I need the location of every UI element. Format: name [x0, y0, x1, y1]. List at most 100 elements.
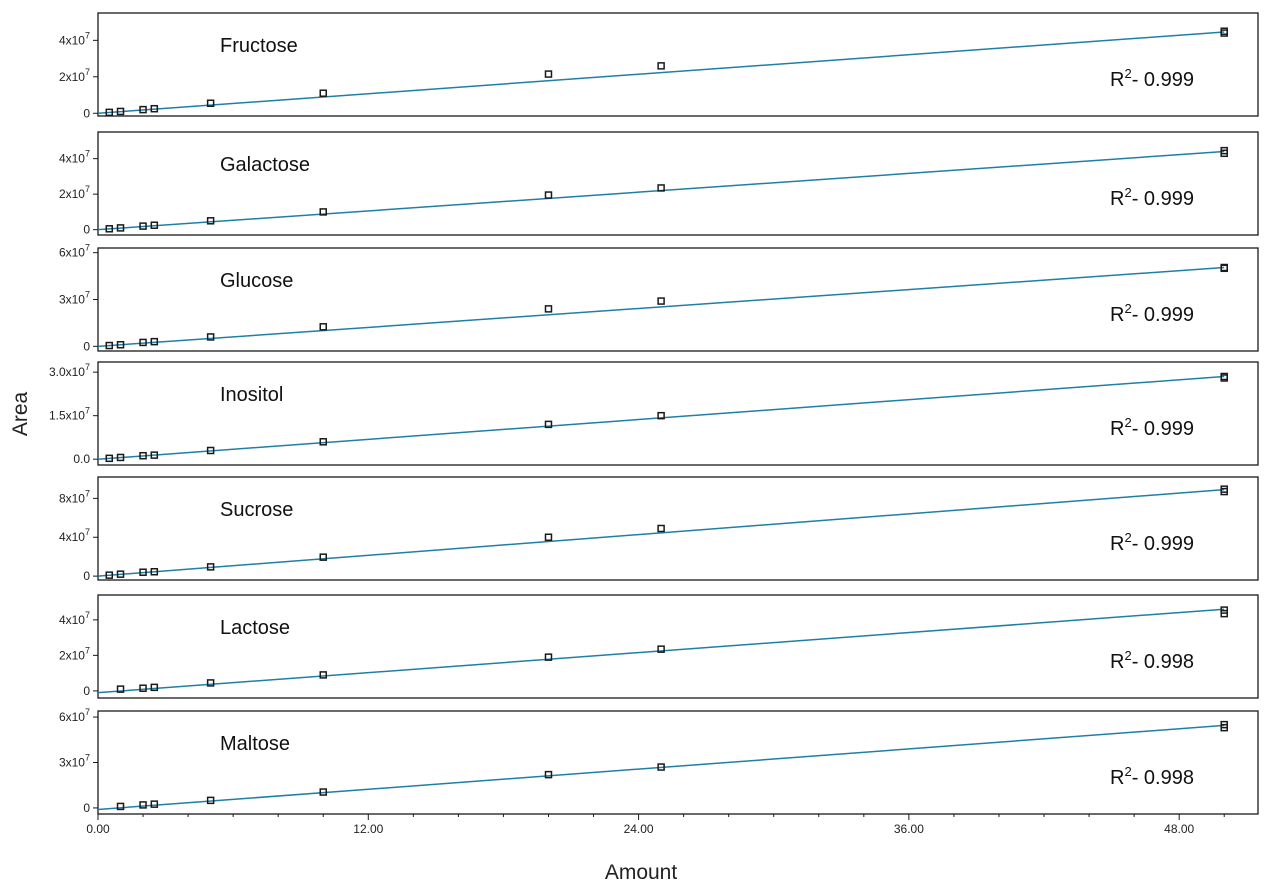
data-point — [544, 305, 553, 313]
y-tick-label: 3x107 — [59, 290, 90, 307]
r-squared-prefix: R — [1110, 69, 1124, 91]
y-tick-label-exponent: 7 — [85, 67, 90, 77]
data-point — [1220, 29, 1228, 37]
data-point — [206, 796, 215, 805]
plot-frame — [97, 247, 1259, 352]
data-point — [1220, 485, 1228, 493]
data-point — [657, 645, 665, 653]
data-point — [139, 568, 147, 576]
panel-title: Inositol — [220, 384, 283, 406]
y-tick-label-base: 0 — [83, 106, 90, 120]
r-squared-prefix: R — [1110, 188, 1124, 210]
r-squared-superscript: 2 — [1124, 415, 1131, 430]
x-axis-title: Amount — [605, 861, 678, 884]
data-point — [116, 453, 125, 462]
y-tick-label-exponent: 7 — [85, 645, 90, 655]
y-tick-label-exponent: 7 — [85, 30, 90, 40]
r-squared-value: - 0.999 — [1132, 69, 1194, 91]
y-tick-label: 4x107 — [59, 149, 90, 166]
r-squared-label: R2- 0.998 — [1110, 764, 1194, 789]
data-point — [1220, 27, 1228, 35]
data-point — [544, 653, 553, 661]
r-squared-value: - 0.999 — [1132, 418, 1194, 440]
data-point — [206, 679, 215, 687]
y-tick-label-base: 0 — [83, 801, 90, 815]
data-point — [319, 208, 327, 216]
x-tick-label: 12.00 — [353, 822, 383, 836]
y-tick-label: 0 — [83, 684, 90, 698]
data-point — [544, 533, 553, 541]
y-tick-label-base: 4x10 — [59, 152, 85, 166]
r-squared-prefix: R — [1110, 304, 1124, 326]
panel-maltose: 0 3x107 6x107 Maltose R2- 0.998 — [59, 707, 1259, 815]
data-point — [657, 62, 665, 70]
data-point — [319, 438, 327, 446]
y-tick-label-base: 4x10 — [59, 33, 85, 47]
data-point — [139, 451, 147, 460]
fit-line — [97, 608, 1225, 694]
data-point — [319, 553, 327, 561]
plot-frame — [97, 361, 1259, 466]
y-tick-label-base: 0 — [83, 569, 90, 583]
r-squared-superscript: 2 — [1124, 764, 1131, 779]
y-tick-label-exponent: 7 — [85, 610, 90, 620]
panel-title: Galactose — [220, 154, 310, 176]
data-point — [206, 99, 215, 107]
r-squared-superscript: 2 — [1124, 301, 1131, 316]
data-point — [544, 70, 553, 78]
r-squared-label: R2- 0.999 — [1110, 301, 1194, 326]
data-point — [150, 221, 159, 229]
data-point — [116, 341, 125, 349]
y-tick-label-base: 8x10 — [59, 491, 85, 505]
y-tick-label: 1.5x107 — [49, 406, 90, 423]
y-tick-label: 4x107 — [59, 30, 90, 47]
r-squared-value: - 0.999 — [1132, 533, 1194, 555]
fit-line — [97, 724, 1225, 811]
y-tick-label: 3.0x107 — [49, 362, 90, 379]
x-tick-label: 0.00 — [86, 822, 110, 836]
plot-frame — [97, 131, 1259, 236]
r-squared-prefix: R — [1110, 533, 1124, 555]
data-point — [1220, 720, 1228, 729]
y-tick-label-exponent: 7 — [85, 707, 90, 717]
y-tick-label: 8x107 — [59, 488, 90, 505]
data-point — [544, 770, 553, 779]
r-squared-label: R2- 0.999 — [1110, 530, 1194, 555]
fit-line — [97, 31, 1225, 115]
y-tick-label-base: 0 — [83, 223, 90, 237]
y-tick-label-base: 6x10 — [59, 710, 85, 724]
data-point — [139, 105, 147, 114]
data-point — [105, 454, 114, 463]
data-point — [1220, 146, 1228, 155]
y-tick-label-base: 0 — [83, 684, 90, 698]
y-tick-label: 2x107 — [59, 645, 90, 662]
data-point — [1220, 372, 1228, 381]
panel-title: Glucose — [220, 270, 293, 292]
y-tick-label: 3x107 — [59, 753, 90, 770]
plot-frame — [97, 710, 1259, 815]
y-tick-label-base: 2x10 — [59, 648, 85, 662]
y-tick-label-exponent: 7 — [85, 362, 90, 372]
y-tick-label: 6x107 — [59, 243, 90, 260]
y-tick-label-base: 3x10 — [59, 756, 85, 770]
y-tick-label: 0 — [83, 106, 90, 120]
data-point — [1220, 606, 1228, 614]
data-point — [544, 191, 553, 199]
x-tick-label: 36.00 — [894, 822, 924, 836]
data-point — [139, 222, 147, 230]
data-point — [206, 446, 215, 455]
y-tick-label: 0 — [83, 801, 90, 815]
data-point — [116, 107, 125, 116]
y-tick-label-exponent: 7 — [85, 488, 90, 498]
y-tick-label-exponent: 7 — [85, 406, 90, 416]
y-tick-label-base: 0 — [83, 339, 90, 353]
data-point — [206, 563, 215, 571]
data-point — [150, 800, 159, 808]
panel-title: Maltose — [220, 733, 290, 755]
fit-line — [97, 375, 1225, 460]
